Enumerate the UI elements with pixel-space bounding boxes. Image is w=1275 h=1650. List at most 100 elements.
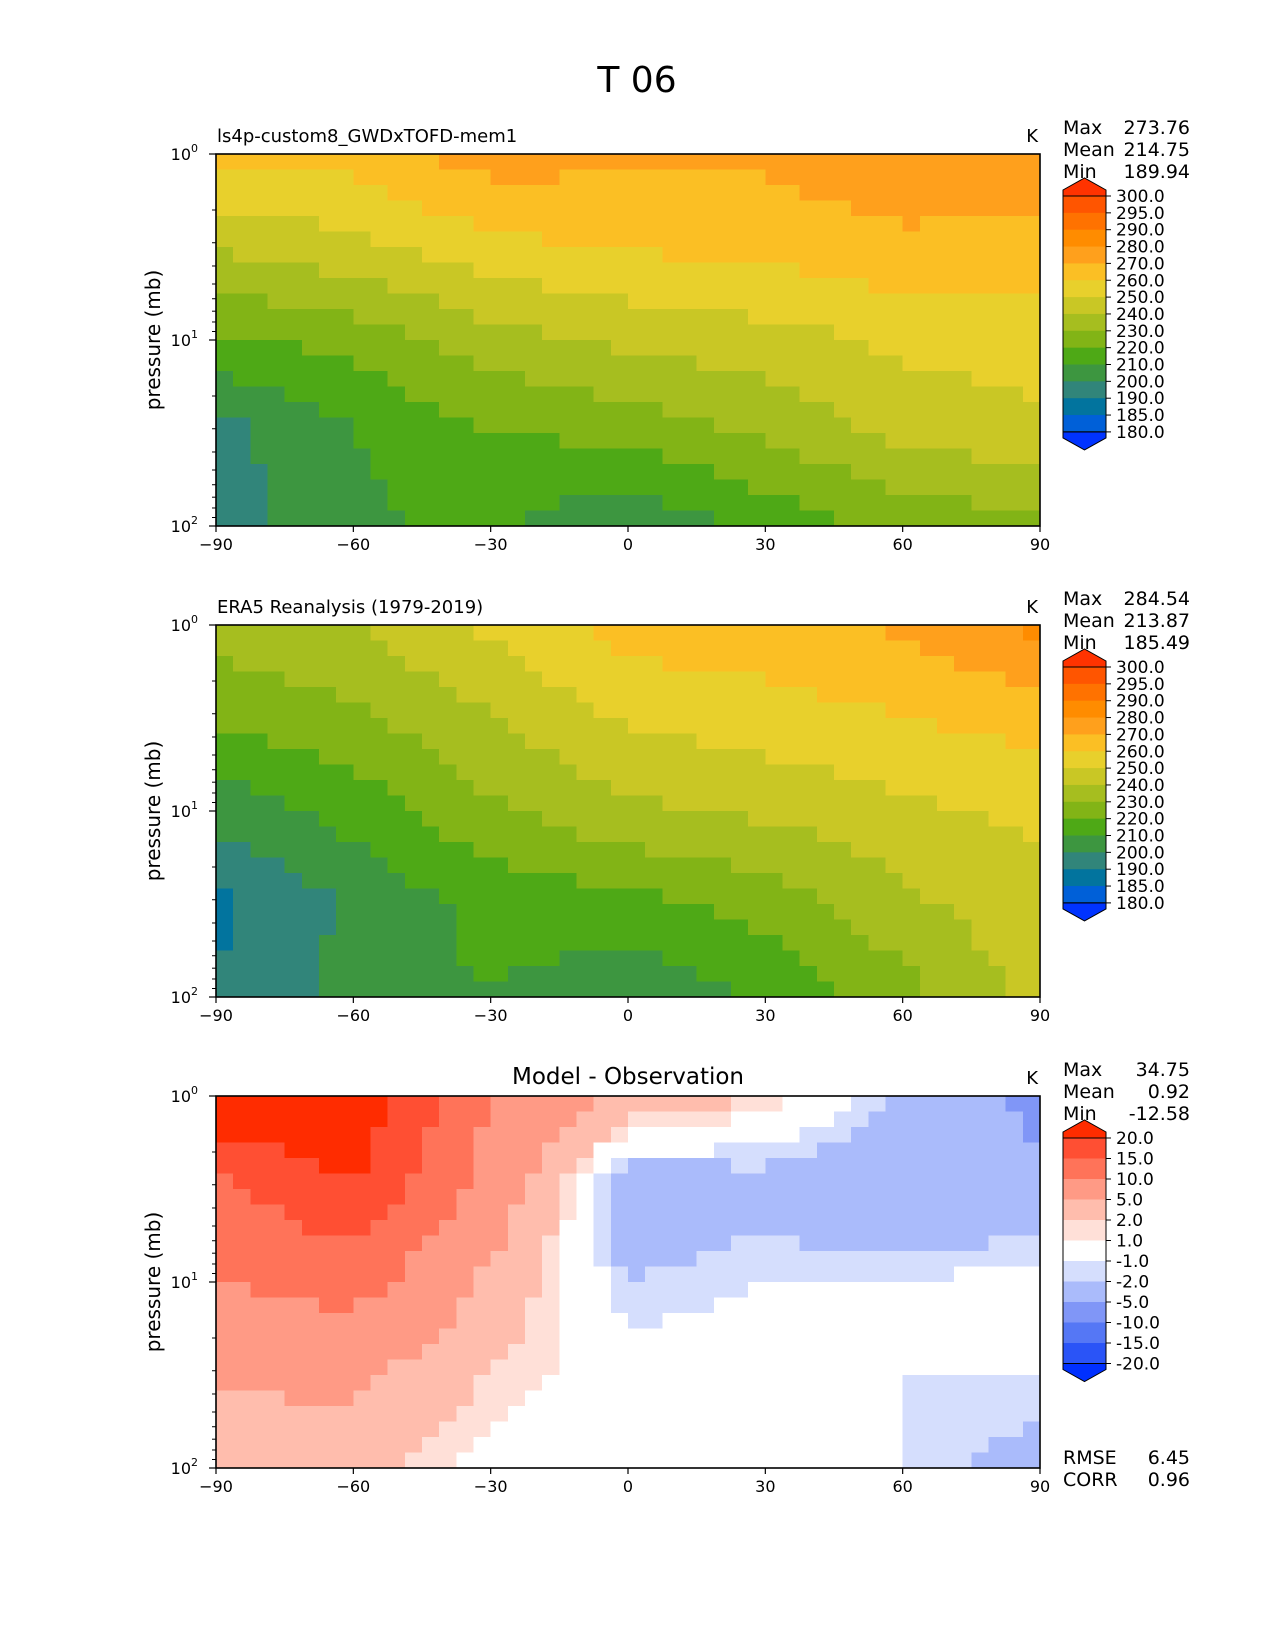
heatmap-cell [902, 1421, 921, 1438]
heatmap-cell [765, 811, 784, 828]
heatmap-cell [748, 510, 766, 527]
heatmap-cell [559, 1359, 578, 1376]
heatmap-cell [319, 278, 337, 295]
heatmap-cell [593, 1359, 612, 1376]
heatmap-cell [1022, 1359, 1041, 1376]
heatmap-cell [336, 625, 354, 642]
heatmap-cell [937, 371, 955, 388]
heatmap-cell [490, 1266, 509, 1283]
heatmap-cell [937, 687, 955, 704]
heatmap-cell [284, 417, 303, 434]
heatmap-cell [919, 479, 938, 496]
heatmap-cell [370, 702, 389, 719]
heatmap-cell [954, 293, 972, 310]
heatmap-cell [799, 1406, 818, 1423]
heatmap-cell [319, 1251, 337, 1268]
heatmap-cell [559, 873, 578, 890]
heatmap-cell [645, 780, 663, 797]
heatmap-cell [576, 702, 595, 719]
stat-label: RMSE [1063, 1447, 1117, 1469]
heatmap-cell [731, 1127, 749, 1144]
heatmap-cell [1022, 1235, 1041, 1252]
heatmap-cell [387, 1328, 406, 1345]
heatmap-cell [473, 640, 492, 657]
heatmap-cell [1022, 247, 1041, 264]
heatmap-cell [662, 340, 681, 357]
heatmap-cell [937, 1359, 955, 1376]
heatmap-cell [954, 640, 972, 657]
heatmap-cell [319, 795, 337, 812]
heatmap-cell [404, 448, 423, 465]
heatmap-cell [868, 1142, 887, 1159]
heatmap-cell [490, 873, 509, 890]
heatmap-cell [713, 464, 732, 481]
heatmap-cell [216, 1406, 234, 1423]
heatmap-cell [988, 1406, 1007, 1423]
heatmap-cell [816, 1359, 835, 1376]
heatmap-cell [284, 671, 303, 688]
heatmap-cell [748, 1406, 766, 1423]
heatmap-cell [628, 1251, 646, 1268]
heatmap-cell [439, 324, 457, 341]
units-label: K [1026, 1068, 1039, 1089]
heatmap-cell [645, 935, 663, 952]
heatmap-cell [765, 231, 784, 248]
heatmap-cell [319, 309, 337, 326]
heatmap-cell [919, 811, 938, 828]
heatmap-cell [971, 935, 990, 952]
heatmap-cell [816, 1390, 835, 1407]
heatmap-cell [679, 1251, 698, 1268]
heatmap-cell [353, 966, 372, 983]
heatmap-cell [216, 355, 234, 372]
heatmap-cell [559, 309, 578, 326]
heatmap-cell [662, 293, 681, 310]
heatmap-cell [284, 935, 303, 952]
heatmap-cell [404, 950, 423, 967]
heatmap-cell [233, 1235, 251, 1252]
heatmap-cell [490, 733, 509, 750]
colorbar-label: 190.0 [1116, 860, 1165, 880]
x-tick-label: −30 [474, 1006, 508, 1025]
heatmap-cell [919, 1452, 938, 1469]
heatmap-cell [250, 355, 269, 372]
heatmap-cell [954, 671, 972, 688]
heatmap-cell [439, 1251, 457, 1268]
heatmap-cell [799, 625, 818, 642]
heatmap-cell [559, 1173, 578, 1190]
heatmap-cell [937, 479, 955, 496]
heatmap-cell [610, 247, 629, 264]
heatmap-cell [971, 386, 990, 403]
heatmap-cell [834, 749, 852, 766]
heatmap-cell [336, 200, 354, 217]
heatmap-cell [507, 278, 526, 295]
heatmap-cell [713, 1173, 732, 1190]
heatmap-cell [851, 1344, 869, 1361]
heatmap-cell [456, 154, 475, 171]
heatmap-cell [731, 811, 749, 828]
heatmap-cell [937, 1111, 955, 1128]
heatmap-cell [731, 417, 749, 434]
heatmap-cell [799, 811, 818, 828]
heatmap-cell [250, 981, 269, 998]
heatmap-cell [233, 169, 251, 186]
heatmap-cell [353, 247, 372, 264]
heatmap-cell [439, 1235, 457, 1252]
heatmap-cell [954, 448, 972, 465]
colorbar: 300.0295.0290.0280.0270.0260.0250.0240.0… [1062, 177, 1165, 451]
heatmap-cell [233, 981, 251, 998]
heatmap-cell [919, 826, 938, 843]
heatmap-cell [868, 1313, 887, 1330]
heatmap-cell [250, 340, 269, 357]
heatmap-cell [645, 309, 663, 326]
heatmap-cell [301, 640, 320, 657]
heatmap-cell [576, 873, 595, 890]
heatmap-cell [885, 873, 904, 890]
heatmap-cell [954, 1220, 972, 1237]
heatmap-cell [868, 185, 887, 202]
heatmap-cell [782, 640, 801, 657]
heatmap-cell [834, 1158, 852, 1175]
heatmap-cell [696, 355, 715, 372]
heatmap-cell [542, 640, 560, 657]
heatmap-cell [713, 919, 732, 936]
heatmap-cell [216, 1437, 234, 1454]
